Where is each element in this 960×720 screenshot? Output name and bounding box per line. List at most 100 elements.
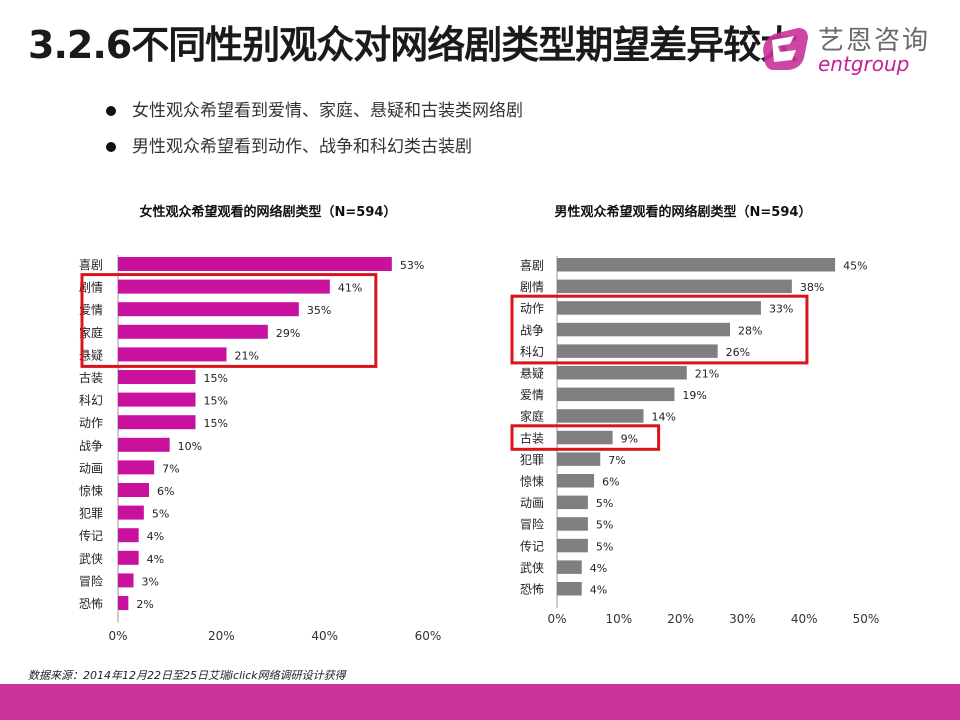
bar [118, 573, 134, 588]
bar [118, 324, 268, 339]
highlight-box [80, 273, 378, 368]
data-source-note: 数据来源：2014年12月22日至25日艾瑞iclick网络调研设计获得 [28, 669, 346, 682]
category-label: 喜剧 [520, 259, 544, 273]
tick-label: 20% [208, 629, 235, 643]
bar [557, 452, 601, 466]
data-label: 7% [608, 454, 625, 467]
data-label: 28% [738, 324, 762, 337]
data-label: 5% [596, 497, 613, 510]
tick-label: 0% [547, 612, 566, 626]
bar [118, 460, 155, 475]
data-label: 29% [276, 327, 300, 340]
data-label: 10% [178, 440, 202, 453]
chart-title: 男性观众希望观看的网络剧类型（N=594） [555, 204, 812, 220]
bar [557, 344, 718, 358]
bar [118, 483, 149, 497]
category-label: 武侠 [520, 561, 544, 575]
data-label: 2% [136, 598, 153, 611]
bar [118, 347, 227, 362]
bullet-list: 女性观众希望看到爱情、家庭、悬疑和古装类网络剧 男性观众希望看到动作、战争和科幻… [100, 98, 523, 170]
bar [557, 387, 675, 402]
category-label: 惊悚 [520, 474, 544, 489]
data-label: 53% [400, 259, 424, 272]
data-label: 4% [590, 562, 607, 575]
category-label: 传记 [520, 538, 544, 553]
bullet-item-female: 女性观众希望看到爱情、家庭、悬疑和古装类网络剧 [100, 98, 523, 134]
data-label: 15% [204, 417, 228, 430]
data-label: 15% [204, 372, 228, 385]
category-label: 家庭 [79, 325, 103, 340]
data-label: 7% [162, 462, 179, 475]
bar [118, 415, 196, 430]
bar [118, 505, 144, 520]
category-label: 战争 [79, 439, 103, 453]
data-label: 5% [152, 508, 169, 521]
data-label: 5% [596, 540, 613, 553]
tick-label: 20% [667, 612, 694, 626]
tick-label: 40% [311, 629, 338, 643]
bar [557, 366, 687, 380]
bar [557, 430, 613, 445]
tick-label: 10% [605, 612, 632, 626]
data-label: 9% [621, 432, 638, 445]
bar [557, 582, 582, 596]
category-label: 恐怖 [520, 582, 544, 597]
data-label: 6% [602, 476, 619, 489]
bar [118, 596, 129, 610]
category-label: 动作 [79, 416, 103, 430]
bar [118, 392, 196, 407]
bar [557, 301, 761, 315]
bar [118, 370, 196, 384]
data-label: 35% [307, 304, 331, 317]
category-label: 剧情 [79, 281, 103, 295]
logo-text-cn: 艺恩咨询 [818, 26, 931, 56]
tick-label: 50% [853, 612, 880, 626]
page-title: 3.2.6不同性别观众对网络剧类型期望差异较大 [28, 23, 798, 67]
category-label: 剧情 [520, 280, 544, 294]
category-label: 科幻 [79, 394, 103, 408]
category-label: 动作 [520, 302, 544, 316]
data-label: 41% [338, 282, 362, 295]
bullet-dot-icon [106, 106, 116, 116]
category-label: 动画 [520, 496, 544, 510]
bar [557, 517, 588, 531]
bar [118, 279, 330, 294]
category-label: 科幻 [520, 345, 544, 359]
category-label: 古装 [520, 430, 544, 445]
bar [118, 437, 170, 452]
charts-canvas: 女性观众希望观看的网络剧类型（N=594） 喜剧 53% 剧情 41% 爱情 35% 家庭 29… [79, 204, 880, 643]
bar [118, 257, 392, 271]
bar [118, 302, 299, 317]
category-label: 恐怖 [79, 596, 103, 611]
bullet-item-male: 男性观众希望看到动作、战争和科幻类古装剧 [100, 134, 523, 170]
data-label: 4% [590, 584, 607, 597]
category-label: 喜剧 [79, 258, 103, 272]
category-label: 悬疑 [79, 347, 103, 362]
category-label: 爱情 [520, 388, 544, 402]
bar [557, 279, 792, 294]
data-label: 4% [147, 530, 164, 543]
data-label: 15% [204, 395, 228, 408]
data-label: 6% [157, 485, 174, 498]
data-label: 4% [147, 553, 164, 566]
footer-bar [0, 684, 960, 720]
bar [557, 322, 731, 337]
category-label: 犯罪 [79, 507, 103, 521]
tick-label: 40% [791, 612, 818, 626]
category-label: 犯罪 [520, 453, 544, 467]
category-label: 古装 [79, 370, 103, 385]
logo-text-en: entgroup [818, 52, 910, 76]
highlight-box [510, 424, 661, 451]
entgroup-logo: 艺恩咨询 entgroup [754, 18, 934, 80]
bar [557, 258, 836, 272]
tick-label: 0% [108, 629, 127, 643]
data-label: 3% [142, 575, 159, 588]
category-label: 动画 [79, 461, 103, 475]
bar [557, 538, 588, 553]
bar [557, 409, 644, 423]
data-label: 19% [682, 389, 706, 402]
tick-label: 60% [415, 629, 442, 643]
logo-mark-icon [763, 28, 808, 70]
data-label: 21% [695, 368, 719, 381]
bar [118, 528, 139, 543]
